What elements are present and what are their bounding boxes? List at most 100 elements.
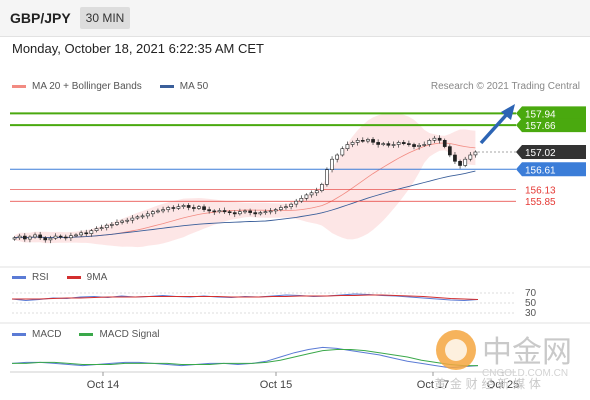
candle-body — [151, 211, 155, 215]
macd-line — [11, 346, 479, 369]
candle-body — [473, 151, 478, 156]
candle-body — [463, 158, 468, 166]
candle — [376, 139, 381, 148]
projection-arrow-head — [501, 104, 515, 120]
candle — [43, 236, 48, 243]
watermark-brand: 中金网 — [482, 335, 572, 370]
rsi-swatch — [12, 276, 26, 279]
macd-legend-label: MACD — [32, 329, 62, 340]
candle-body — [202, 206, 206, 210]
candle — [263, 209, 268, 215]
candle — [171, 205, 176, 212]
watermark-url: CNGOLD.COM.CN — [482, 368, 568, 379]
candle-body — [396, 142, 401, 145]
candle — [186, 203, 191, 211]
candle — [161, 206, 165, 214]
symbol-label: GBP/JPY — [10, 10, 71, 26]
candle-body — [437, 137, 442, 141]
candle-body — [166, 207, 171, 210]
watermark-coin-inner-icon — [445, 339, 467, 361]
x-tick-label: Oct 15 — [260, 379, 292, 391]
candle — [289, 202, 294, 210]
candle-body — [12, 237, 17, 240]
candle — [192, 204, 196, 212]
candle — [473, 150, 478, 158]
candle-body — [120, 220, 124, 223]
candle — [232, 210, 237, 218]
candle — [115, 219, 119, 227]
candle — [99, 224, 104, 231]
candle-body — [43, 237, 48, 241]
candle — [12, 236, 17, 241]
level-label-157-94: 157.94 — [525, 109, 556, 120]
candle — [360, 137, 365, 143]
candle — [340, 146, 345, 157]
candle-body — [386, 143, 391, 146]
candle — [140, 213, 145, 219]
ma20-swatch — [12, 85, 26, 88]
candle — [151, 210, 155, 218]
bollinger-band-area — [14, 113, 476, 248]
candle-body — [53, 235, 58, 239]
candle — [458, 159, 462, 169]
candle — [437, 135, 442, 144]
candle-body — [284, 206, 288, 208]
macd-legend: MACD MACD Signal — [12, 329, 177, 340]
candle — [166, 205, 171, 213]
candle — [366, 137, 370, 144]
candle-body — [89, 230, 94, 234]
candle — [355, 137, 360, 146]
candle — [84, 229, 89, 237]
candle-body — [340, 148, 345, 156]
candle — [212, 209, 217, 215]
candle-body — [453, 154, 457, 162]
candle — [94, 226, 99, 233]
candle — [453, 152, 457, 164]
candle-body — [381, 143, 386, 145]
candle-body — [140, 215, 145, 218]
candle — [74, 233, 78, 238]
macd-swatch — [12, 333, 26, 336]
candle — [335, 153, 340, 163]
candle — [197, 205, 201, 211]
candle-body — [355, 140, 360, 143]
timestamp: Monday, October 18, 2021 6:22:35 AM CET — [12, 41, 264, 56]
candle-body — [371, 139, 375, 143]
candle-body — [335, 154, 340, 160]
candle-body — [417, 145, 422, 147]
candle-body — [110, 224, 114, 226]
rsi-legend: RSI 9MA — [12, 272, 125, 283]
candle-body — [427, 140, 432, 145]
candle-body — [22, 235, 27, 240]
candle-body — [401, 142, 406, 144]
candle — [432, 135, 437, 143]
candle — [202, 204, 206, 212]
candle-body — [217, 210, 222, 213]
level-tag-156-61 — [516, 162, 586, 177]
candle — [222, 207, 227, 214]
candle — [447, 144, 452, 158]
candle-body — [314, 190, 319, 194]
candle-body — [104, 224, 109, 228]
price-legend: MA 20 + Bollinger Bands MA 50 — [12, 81, 226, 92]
candle-body — [192, 207, 196, 209]
candle — [396, 140, 401, 148]
candle-body — [294, 200, 299, 205]
candle — [38, 231, 42, 241]
timeframe-button[interactable]: 30 MIN — [80, 7, 130, 29]
candle — [176, 203, 181, 211]
candle-body — [289, 203, 294, 207]
candle — [381, 141, 386, 147]
candle — [125, 217, 130, 224]
level-label-157-02: 157.02 — [525, 148, 556, 159]
candle-body — [125, 219, 130, 222]
candle — [345, 141, 350, 151]
candle — [253, 209, 258, 218]
candle — [110, 222, 114, 229]
candle-body — [442, 140, 447, 147]
ma50-swatch — [159, 85, 174, 88]
candle — [79, 230, 83, 238]
candle — [268, 207, 273, 215]
rsi-ma-line — [12, 294, 479, 300]
